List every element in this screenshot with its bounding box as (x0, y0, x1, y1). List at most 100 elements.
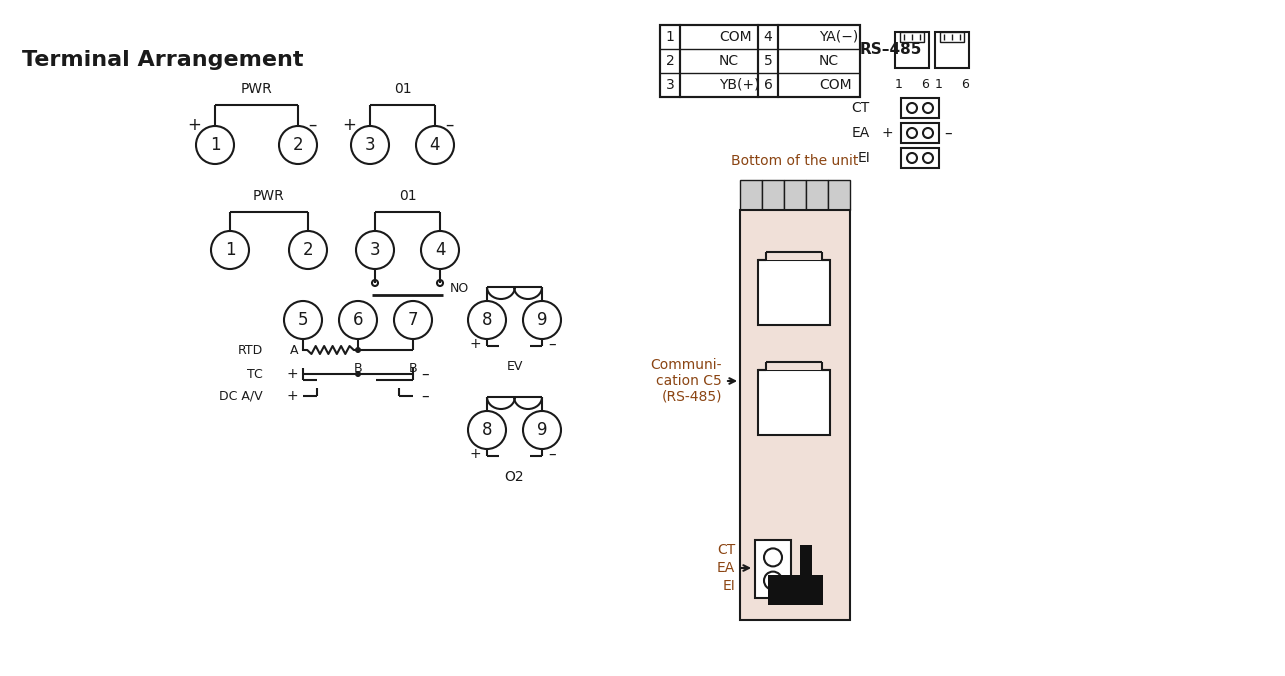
Text: NC: NC (720, 54, 739, 68)
Text: A: A (289, 343, 298, 356)
Text: 3: 3 (365, 136, 375, 154)
Bar (935, 32, 969, 68)
Text: 1: 1 (935, 78, 943, 91)
Text: EA: EA (852, 126, 870, 140)
Circle shape (284, 301, 323, 339)
Text: 1: 1 (896, 78, 903, 91)
Bar (899, 32, 924, 42)
Text: YB(+): YB(+) (720, 78, 759, 92)
Circle shape (211, 231, 249, 269)
Circle shape (355, 347, 361, 353)
Bar (901, 98, 939, 118)
Text: +: + (342, 116, 356, 134)
Bar (901, 123, 939, 143)
Circle shape (279, 126, 317, 164)
Text: 3: 3 (370, 241, 380, 259)
Text: 3: 3 (666, 78, 675, 92)
Text: Terminal Arrangement: Terminal Arrangement (22, 50, 303, 70)
Text: –: – (547, 447, 555, 462)
Text: 8: 8 (482, 421, 492, 439)
Circle shape (356, 231, 394, 269)
Text: –: – (308, 116, 316, 134)
Bar (768, 575, 822, 605)
Text: TC: TC (247, 368, 263, 381)
Circle shape (468, 301, 506, 339)
Bar (766, 252, 822, 260)
Text: +: + (287, 389, 298, 403)
Text: 9: 9 (537, 421, 547, 439)
Bar (680, 25, 758, 97)
Text: 1: 1 (666, 30, 675, 44)
Bar (894, 32, 929, 68)
Text: Bottom of the unit: Bottom of the unit (731, 154, 858, 168)
Bar (758, 25, 777, 97)
Text: –: – (421, 389, 429, 404)
Text: (RS-485): (RS-485) (662, 390, 722, 404)
Text: 4: 4 (434, 241, 445, 259)
Text: +: + (287, 367, 298, 381)
Bar (756, 540, 792, 598)
Circle shape (289, 231, 326, 269)
Text: CT: CT (852, 101, 870, 115)
Text: RS–485: RS–485 (860, 43, 923, 57)
Text: 6: 6 (763, 78, 772, 92)
Text: 2: 2 (293, 136, 303, 154)
Bar (784, 180, 806, 210)
Bar (828, 180, 849, 210)
Text: CT: CT (717, 543, 735, 557)
Text: 7: 7 (407, 311, 418, 329)
Text: 9: 9 (537, 311, 547, 329)
Text: 2: 2 (303, 241, 314, 259)
Text: 6: 6 (961, 78, 969, 91)
Text: –: – (944, 126, 952, 141)
Text: NC: NC (819, 54, 839, 68)
Text: 6: 6 (921, 78, 929, 91)
Bar (740, 180, 762, 210)
Circle shape (523, 411, 562, 449)
Circle shape (416, 126, 454, 164)
Text: 4: 4 (429, 136, 441, 154)
Bar (801, 545, 812, 590)
Bar (740, 210, 849, 620)
Circle shape (355, 371, 361, 377)
Text: –: – (421, 366, 429, 381)
Text: –: – (547, 337, 555, 352)
Text: COM: COM (720, 30, 752, 44)
Text: EI: EI (722, 579, 735, 593)
Text: +: + (882, 126, 893, 140)
Text: 8: 8 (482, 311, 492, 329)
Text: EV: EV (506, 360, 523, 373)
Text: cation C5: cation C5 (657, 374, 722, 388)
Text: EI: EI (857, 151, 870, 165)
Bar (806, 180, 828, 210)
Text: 1: 1 (209, 136, 220, 154)
Circle shape (339, 301, 377, 339)
Text: O2: O2 (505, 470, 524, 484)
Text: EA: EA (717, 561, 735, 575)
Bar (901, 148, 939, 168)
Text: B: B (409, 362, 418, 375)
Text: 4: 4 (763, 30, 772, 44)
Text: COM: COM (819, 78, 852, 92)
Circle shape (468, 411, 506, 449)
Text: YA(−): YA(−) (819, 30, 858, 44)
Circle shape (351, 126, 389, 164)
Bar (660, 25, 860, 97)
Bar (777, 25, 860, 97)
Bar (762, 180, 784, 210)
Text: 5: 5 (763, 54, 772, 68)
Text: 2: 2 (666, 54, 675, 68)
Bar (758, 370, 830, 435)
Text: 01: 01 (398, 189, 416, 203)
Text: Communi-: Communi- (650, 358, 722, 372)
Text: 1: 1 (225, 241, 235, 259)
Text: –: – (445, 116, 454, 134)
Bar (758, 260, 830, 325)
Bar (660, 25, 680, 97)
Text: +: + (469, 447, 481, 461)
Text: B: B (353, 362, 362, 375)
Text: 6: 6 (353, 311, 364, 329)
Circle shape (523, 301, 562, 339)
Circle shape (197, 126, 234, 164)
Circle shape (394, 301, 432, 339)
